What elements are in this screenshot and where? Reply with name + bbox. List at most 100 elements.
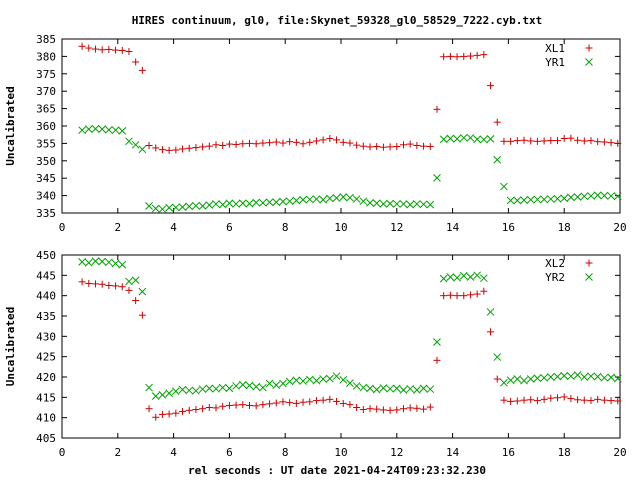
data-point <box>232 140 240 148</box>
x-tick-label: 10 <box>334 221 347 234</box>
data-point <box>91 45 99 53</box>
data-point <box>567 134 575 142</box>
y-tick-label: 365 <box>36 103 56 116</box>
data-point <box>439 135 448 144</box>
data-point <box>506 376 515 385</box>
data-point <box>607 139 615 147</box>
legend-marker <box>585 259 593 267</box>
data-point <box>178 385 187 394</box>
y-tick-label: 410 <box>36 412 56 425</box>
data-point <box>346 401 354 409</box>
data-point <box>520 376 528 385</box>
data-point <box>580 396 588 404</box>
data-point <box>145 383 153 392</box>
data-point <box>259 139 267 147</box>
data-point <box>486 308 495 316</box>
data-point <box>600 138 608 146</box>
data-point <box>98 46 106 54</box>
data-point <box>413 141 421 149</box>
y-tick-label: 405 <box>36 432 56 445</box>
data-point <box>145 405 153 413</box>
data-point <box>613 374 622 383</box>
data-point <box>131 140 140 149</box>
data-point <box>600 373 609 382</box>
data-point <box>479 274 488 283</box>
legend-marker <box>585 273 593 281</box>
data-point <box>219 402 227 410</box>
data-point <box>493 155 502 164</box>
data-point <box>225 140 233 148</box>
data-point <box>151 392 160 400</box>
data-point <box>125 48 133 56</box>
data-point <box>553 372 562 381</box>
data-point <box>205 201 214 209</box>
data-point <box>98 125 107 133</box>
data-point <box>420 142 428 150</box>
data-point <box>527 137 535 145</box>
data-point <box>392 384 401 393</box>
data-point <box>500 378 508 387</box>
data-point <box>426 143 434 151</box>
data-point <box>533 397 541 405</box>
data-point <box>526 375 535 383</box>
data-point <box>386 143 394 151</box>
data-point <box>212 200 220 208</box>
x-tick-label: 4 <box>170 221 177 234</box>
y-axis-label: Uncalibrated <box>4 86 17 165</box>
data-point <box>506 196 515 205</box>
data-point <box>359 197 368 206</box>
data-point <box>178 203 187 211</box>
x-tick-label: 8 <box>282 446 289 459</box>
data-point <box>413 386 421 394</box>
data-point <box>212 404 220 412</box>
data-point <box>225 384 234 393</box>
data-point <box>306 398 314 406</box>
x-tick-label: 0 <box>59 221 66 234</box>
y-tick-label: 370 <box>36 85 56 98</box>
data-point <box>460 52 468 60</box>
data-point <box>433 356 441 364</box>
data-point <box>238 380 247 389</box>
data-point <box>125 286 133 294</box>
legend-label: XL2 <box>545 257 565 270</box>
data-point <box>607 192 615 200</box>
y-tick-label: 335 <box>36 207 56 220</box>
data-point <box>466 273 475 281</box>
data-point <box>185 406 193 414</box>
data-point <box>466 133 475 142</box>
data-point <box>560 371 569 380</box>
data-point <box>339 375 348 384</box>
data-point <box>78 42 86 50</box>
data-point <box>218 200 227 209</box>
data-point <box>554 394 562 402</box>
data-point <box>439 274 448 283</box>
x-tick-label: 20 <box>613 446 626 459</box>
legend-label: YR2 <box>545 271 565 284</box>
data-point <box>332 372 341 381</box>
data-point <box>151 204 160 213</box>
data-point <box>567 395 575 403</box>
data-point <box>587 192 595 200</box>
data-point <box>546 373 555 381</box>
data-point <box>232 401 240 409</box>
data-point <box>574 396 582 404</box>
x-tick-label: 2 <box>114 446 121 459</box>
data-point <box>112 282 120 290</box>
x-tick-label: 2 <box>114 221 121 234</box>
data-point <box>486 135 495 143</box>
data-point <box>192 406 200 414</box>
data-point <box>540 195 548 204</box>
data-point <box>413 200 421 208</box>
data-point <box>446 52 454 60</box>
data-point <box>238 199 247 208</box>
data-point <box>212 384 220 393</box>
data-point <box>453 53 461 61</box>
data-point <box>259 383 267 392</box>
data-point <box>352 195 361 203</box>
data-point <box>266 139 274 147</box>
data-point <box>85 279 93 287</box>
data-point <box>259 199 267 207</box>
data-point <box>111 259 120 268</box>
data-point <box>379 143 387 151</box>
